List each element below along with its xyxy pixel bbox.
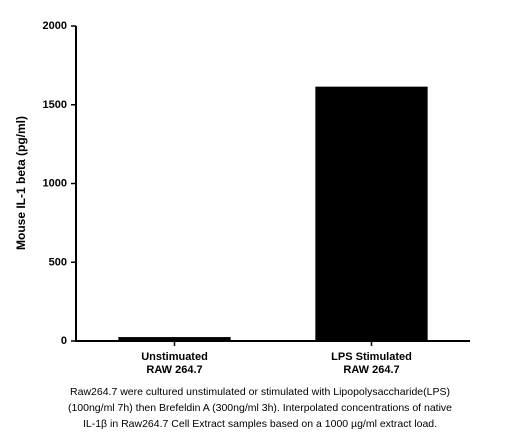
x-tick-label: Unstimuated RAW 264.7 xyxy=(141,351,208,376)
y-tick-label: 500 xyxy=(49,256,67,268)
y-tick-label: 2000 xyxy=(43,20,67,32)
y-tick-label: 0 xyxy=(61,335,67,347)
y-tick-label: 1000 xyxy=(43,177,67,189)
x-tick-label: LPS Stimulated RAW 264.7 xyxy=(331,351,412,376)
y-axis-label: Mouse IL-1 beta (pg/ml) xyxy=(14,116,28,250)
bar xyxy=(315,86,428,341)
caption: Raw264.7 were cultured unstimulated or s… xyxy=(68,386,452,430)
y-tick-label: 1500 xyxy=(43,99,67,111)
bar xyxy=(118,337,231,341)
